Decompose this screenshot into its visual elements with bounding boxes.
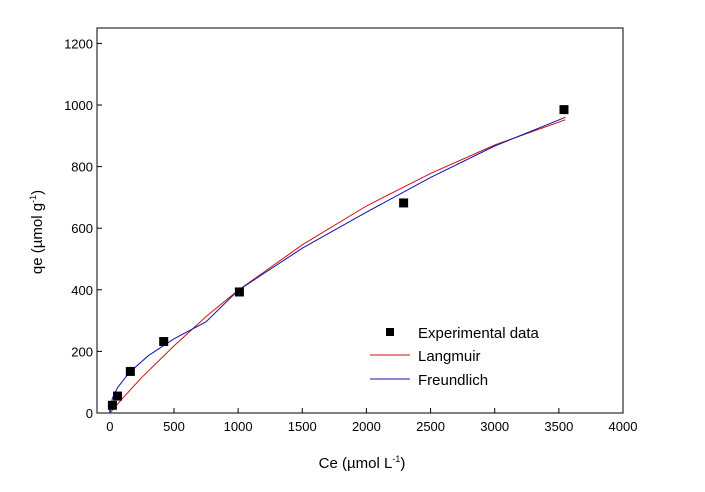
experimental-data-point (125, 366, 135, 376)
y-tick-label: 1000 (64, 98, 93, 113)
y-axis: 0 200 400 600 800 1000 1200 (64, 36, 102, 421)
x-axis-title: Ce (µmol L-1) (319, 454, 406, 472)
langmuir-fit-line (109, 119, 566, 414)
experimental-data-point (113, 391, 123, 401)
x-tick-label: 500 (163, 419, 185, 434)
x-tick-label: 2000 (352, 419, 381, 434)
legend-label-experimental: Experimental data (418, 325, 540, 342)
x-tick-label: 2500 (416, 419, 445, 434)
legend-label-freundlich: Freundlich (418, 372, 488, 389)
y-tick-label: 0 (86, 406, 93, 421)
x-tick-label: 3000 (480, 419, 509, 434)
experimental-data-point (107, 400, 117, 410)
fit-lines (109, 116, 566, 414)
y-tick-label: 800 (71, 160, 93, 175)
freundlich-fit-line (109, 116, 566, 414)
legend: Experimental data Langmuir Freundlich (370, 325, 540, 389)
y-tick-label: 200 (71, 344, 93, 359)
experimental-data-point (559, 105, 569, 115)
x-tick-label: 1500 (288, 419, 317, 434)
y-tick-label: 600 (71, 221, 93, 236)
x-axis: 0 500 1000 1500 2000 2500 3000 3500 4000 (106, 408, 637, 434)
experimental-data-point (399, 198, 409, 208)
x-tick-label: 0 (106, 419, 113, 434)
y-tick-label: 400 (71, 283, 93, 298)
data-points (107, 105, 569, 410)
x-tick-label: 4000 (609, 419, 638, 434)
experimental-data-point (234, 287, 244, 297)
legend-label-langmuir: Langmuir (418, 348, 481, 365)
plot-frame (96, 27, 624, 414)
legend-marker-experimental (386, 328, 394, 336)
y-axis-title: qe (µmol g-1) (28, 190, 46, 274)
x-tick-label: 1000 (224, 419, 253, 434)
y-tick-label: 1200 (64, 36, 93, 51)
experimental-data-point (159, 337, 169, 347)
x-tick-label: 3500 (544, 419, 573, 434)
